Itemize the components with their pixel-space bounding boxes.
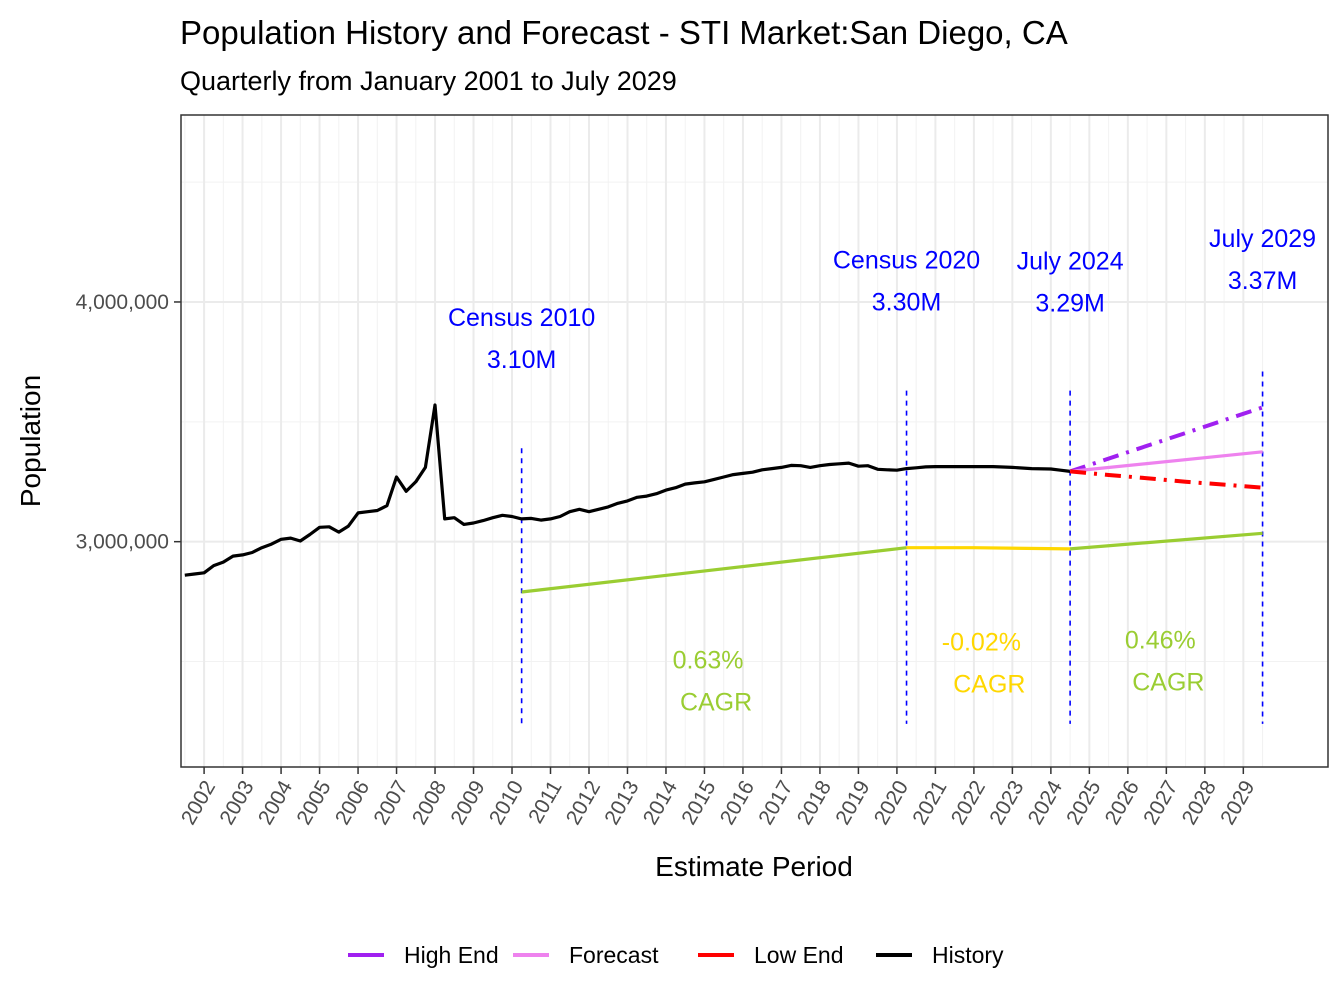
x-tick-label-2013: 2013 bbox=[600, 777, 643, 829]
x-tick-label-2018: 2018 bbox=[793, 777, 836, 829]
x-tick-label-2029: 2029 bbox=[1216, 777, 1259, 829]
chart-title: Population History and Forecast - STI Ma… bbox=[180, 14, 1068, 51]
x-tick-label-2010: 2010 bbox=[485, 777, 528, 829]
cagr-pct-label-3: 0.46% bbox=[1125, 626, 1196, 654]
x-tick-label-2022: 2022 bbox=[947, 777, 990, 829]
legend-label-low-end: Low End bbox=[754, 942, 844, 968]
x-tick-label-2024: 2024 bbox=[1024, 776, 1067, 828]
x-tick-label-2005: 2005 bbox=[292, 777, 335, 829]
milestone-value-july-2029: 3.37M bbox=[1228, 267, 1297, 295]
y-tick-label-3-000-000: 3,000,000 bbox=[76, 531, 169, 554]
x-tick-label-2009: 2009 bbox=[446, 777, 489, 829]
x-tick-label-2012: 2012 bbox=[562, 777, 605, 829]
milestone-value-census-2010: 3.10M bbox=[487, 346, 556, 374]
legend: High End Forecast Low End History bbox=[348, 942, 1004, 968]
x-tick-label-2028: 2028 bbox=[1178, 777, 1221, 829]
x-tick-label-2026: 2026 bbox=[1101, 777, 1144, 829]
milestone-label-census-2010: Census 2010 bbox=[448, 304, 595, 332]
x-tick-label-2002: 2002 bbox=[177, 777, 220, 829]
series-line-history bbox=[184, 403, 1071, 577]
x-tick-label-2021: 2021 bbox=[908, 777, 951, 829]
x-tick-label-2020: 2020 bbox=[870, 777, 913, 829]
cagr-text-label-3: CAGR bbox=[1132, 668, 1204, 696]
milestone-label-census-2020: Census 2020 bbox=[833, 246, 980, 274]
chart-subtitle: Quarterly from January 2001 to July 2029 bbox=[180, 66, 677, 96]
x-tick-label-2023: 2023 bbox=[985, 777, 1028, 829]
legend-label-forecast: Forecast bbox=[569, 942, 659, 968]
x-tick-label-2004: 2004 bbox=[254, 776, 297, 828]
x-tick-label-2016: 2016 bbox=[716, 777, 759, 829]
x-tick-label-2008: 2008 bbox=[408, 777, 451, 829]
plot-border bbox=[180, 114, 1329, 768]
plot-background bbox=[181, 115, 1328, 767]
x-tick-label-2019: 2019 bbox=[831, 777, 874, 829]
x-axis-title: Estimate Period bbox=[655, 851, 853, 882]
x-tick-label-2015: 2015 bbox=[677, 777, 720, 829]
reference-lines bbox=[520, 371, 1264, 724]
series-line-low-end bbox=[1069, 469, 1263, 490]
x-tick-label-2014: 2014 bbox=[639, 776, 682, 828]
x-tick-label-2011: 2011 bbox=[524, 777, 567, 828]
milestone-label-july-2029: July 2029 bbox=[1209, 225, 1316, 253]
milestone-label-july-2024: July 2024 bbox=[1017, 248, 1124, 276]
cagr-text-label-2: CAGR bbox=[953, 671, 1025, 699]
cagr-segment-3 bbox=[1069, 531, 1263, 551]
gridlines bbox=[181, 115, 1328, 767]
y-axis-title: Population bbox=[15, 375, 46, 507]
x-tick-label-2003: 2003 bbox=[215, 777, 258, 829]
series-line-forecast bbox=[1069, 450, 1263, 473]
x-tick-label-2017: 2017 bbox=[754, 777, 797, 829]
legend-label-history: History bbox=[932, 942, 1004, 968]
cagr-trend-lines bbox=[521, 531, 1263, 594]
milestone-value-july-2024: 3.29M bbox=[1035, 290, 1104, 318]
milestone-value-census-2020: 3.30M bbox=[872, 288, 941, 316]
x-tick-label-2006: 2006 bbox=[331, 777, 374, 829]
x-tick-label-2025: 2025 bbox=[1062, 777, 1105, 829]
y-tick-label-4-000-000: 4,000,000 bbox=[76, 291, 169, 314]
cagr-pct-label-1: 0.63% bbox=[673, 647, 744, 675]
cagr-text-label-1: CAGR bbox=[680, 689, 752, 717]
annotations: Census 2010 3.10M Census 2020 3.30M July 202… bbox=[448, 225, 1316, 717]
x-tick-label-2007: 2007 bbox=[369, 777, 412, 829]
x-tick-label-2027: 2027 bbox=[1139, 777, 1182, 829]
cagr-segment-1 bbox=[521, 546, 907, 594]
legend-label-high-end: High End bbox=[404, 942, 499, 968]
cagr-segment-2 bbox=[906, 546, 1071, 551]
series-lines bbox=[184, 403, 1264, 577]
cagr-pct-label-2: -0.02% bbox=[942, 629, 1021, 657]
